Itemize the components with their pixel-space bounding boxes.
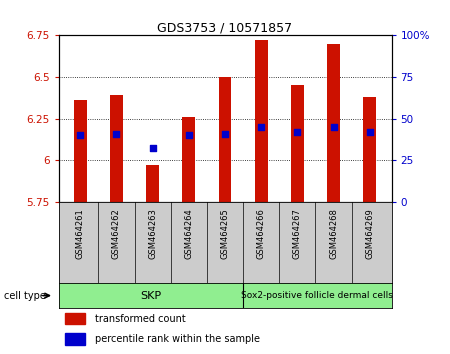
Text: cell type: cell type xyxy=(4,291,46,301)
Point xyxy=(257,124,265,130)
Bar xyxy=(291,85,304,202)
Point xyxy=(185,132,193,138)
Text: transformed count: transformed count xyxy=(95,314,186,324)
Bar xyxy=(74,100,86,202)
Title: GDS3753 / 10571857: GDS3753 / 10571857 xyxy=(158,21,292,34)
Point xyxy=(366,129,373,135)
Text: SKP: SKP xyxy=(140,291,162,301)
Text: GSM464261: GSM464261 xyxy=(76,208,85,259)
Bar xyxy=(243,283,392,308)
Text: GSM464267: GSM464267 xyxy=(293,208,302,259)
Point xyxy=(149,145,156,150)
Text: GSM464265: GSM464265 xyxy=(220,208,230,259)
Point xyxy=(330,124,337,130)
Bar xyxy=(364,97,376,202)
Text: GSM464263: GSM464263 xyxy=(148,208,157,259)
Bar xyxy=(219,77,231,202)
Point xyxy=(113,131,120,136)
Bar xyxy=(65,313,85,324)
Bar xyxy=(327,44,340,202)
Point xyxy=(76,132,84,138)
Bar xyxy=(110,95,123,202)
Text: GSM464266: GSM464266 xyxy=(256,208,266,259)
Bar xyxy=(65,333,85,345)
Text: GSM464269: GSM464269 xyxy=(365,208,374,259)
Bar xyxy=(182,117,195,202)
Point xyxy=(294,129,301,135)
Text: GSM464264: GSM464264 xyxy=(184,208,194,259)
Bar xyxy=(58,283,243,308)
Text: GSM464262: GSM464262 xyxy=(112,208,121,259)
Text: Sox2-positive follicle dermal cells: Sox2-positive follicle dermal cells xyxy=(241,291,393,300)
Text: percentile rank within the sample: percentile rank within the sample xyxy=(95,334,260,344)
Bar xyxy=(255,40,268,202)
Bar xyxy=(146,165,159,202)
Text: GSM464268: GSM464268 xyxy=(329,208,338,259)
Point xyxy=(221,131,229,136)
